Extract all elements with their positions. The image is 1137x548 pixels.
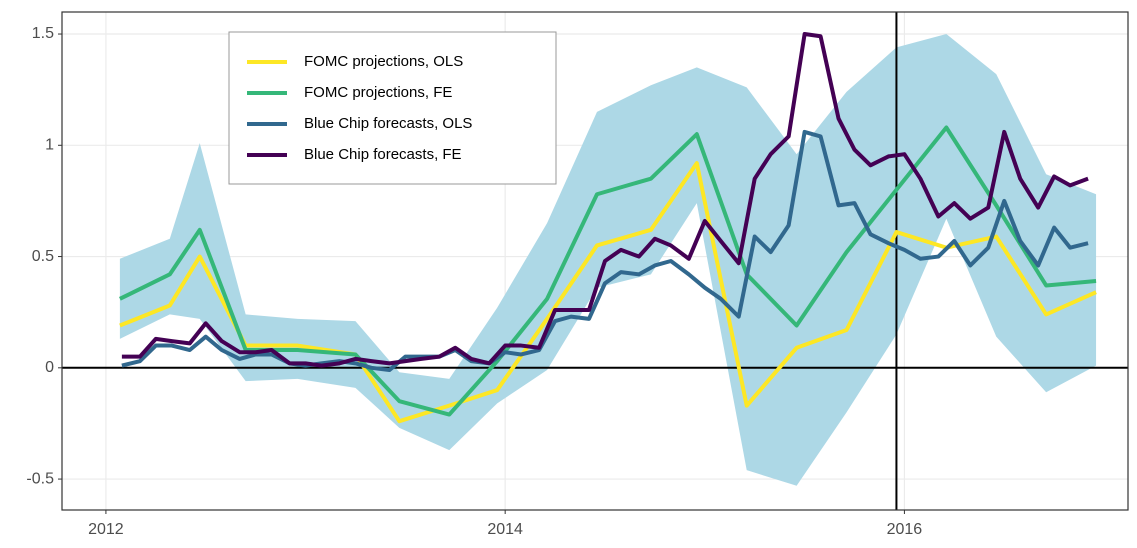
x-tick-label: 2014 — [487, 521, 523, 538]
y-tick-label: 1.5 — [32, 25, 54, 42]
x-tick-label: 2012 — [88, 521, 124, 538]
legend-label: FOMC projections, FE — [304, 84, 452, 101]
y-tick-label: -0.5 — [26, 470, 54, 487]
legend-label: Blue Chip forecasts, FE — [304, 146, 462, 163]
legend-label: FOMC projections, OLS — [304, 53, 463, 70]
series-line — [119, 161, 1097, 424]
plot-border — [61, 11, 1129, 511]
legend-box — [228, 31, 557, 185]
y-tick-label: 0 — [45, 359, 54, 376]
x-tick-label: 2016 — [887, 521, 923, 538]
y-tick-label: 1 — [45, 137, 54, 154]
legend-label: Blue Chip forecasts, OLS — [304, 115, 472, 132]
series-line — [121, 32, 1089, 368]
y-tick-label: 0.5 — [32, 248, 54, 265]
legend: FOMC projections, OLS FOMC projections, F… — [228, 31, 557, 185]
